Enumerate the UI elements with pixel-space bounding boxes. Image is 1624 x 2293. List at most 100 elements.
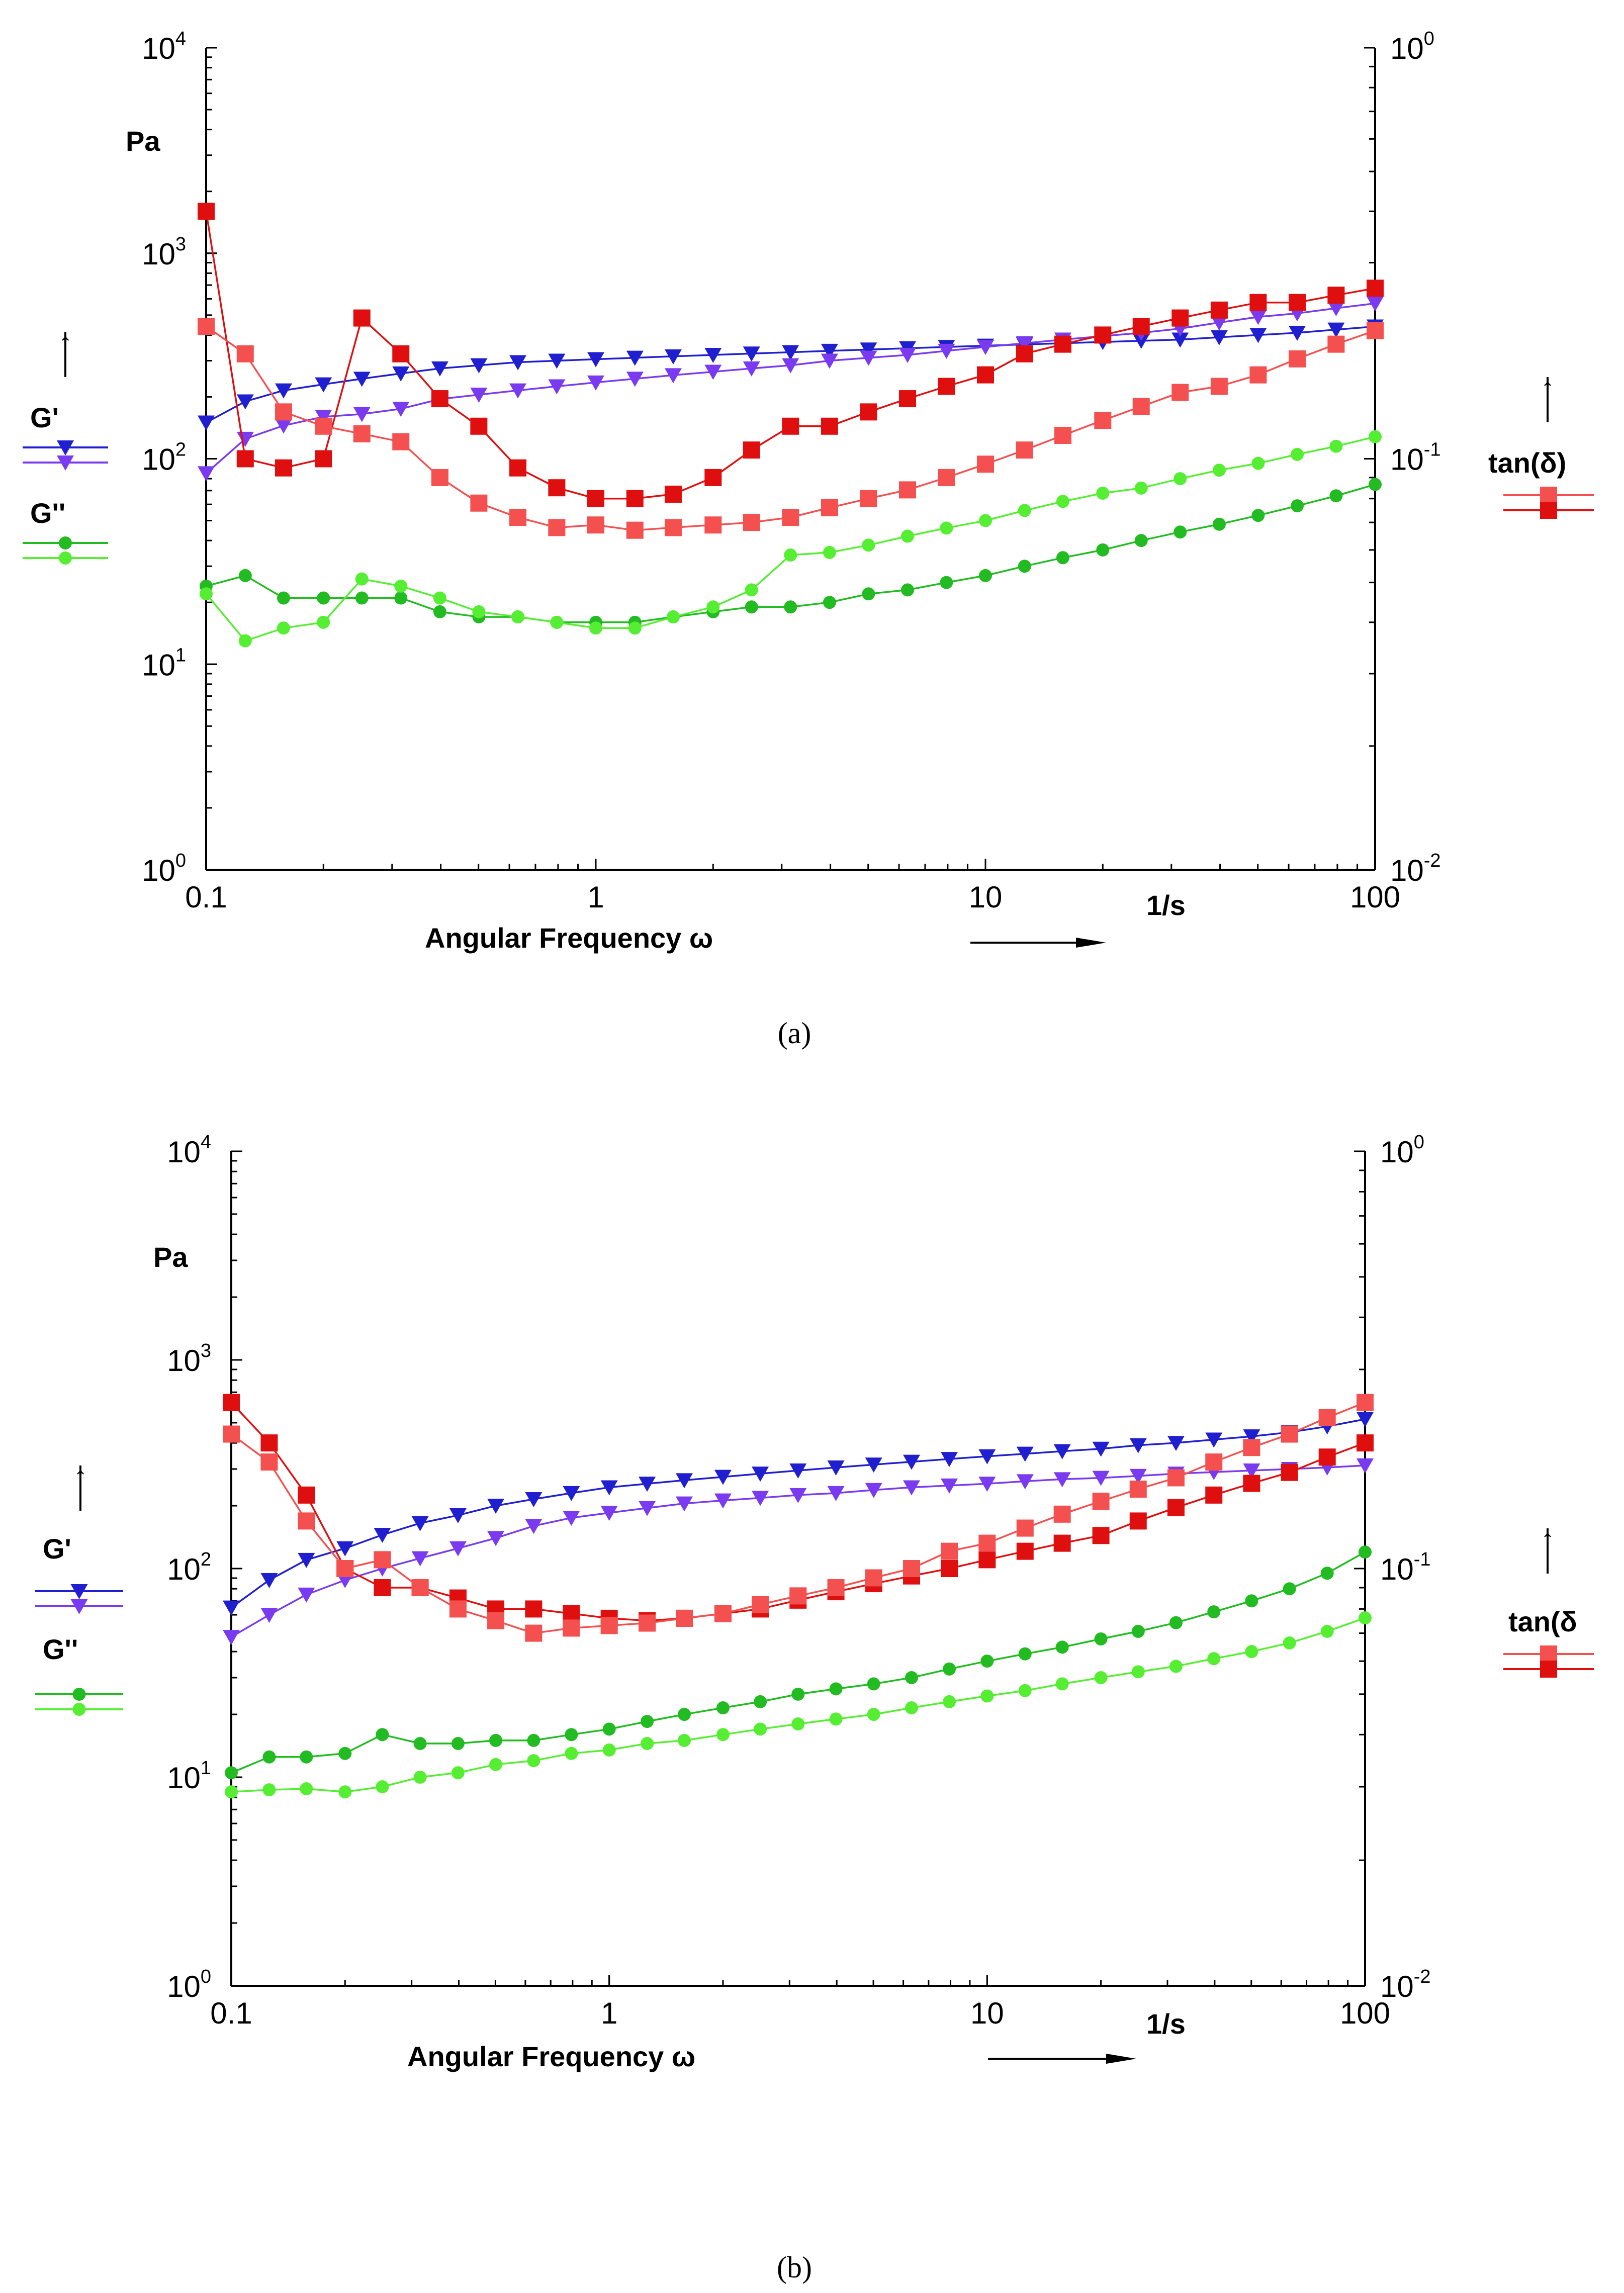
panel-a-series-3-point (706, 600, 720, 614)
panel-a-legend-gp1-marker (57, 440, 74, 455)
panel-b-series-3-point (943, 1695, 956, 1708)
panel-a-labels: Pa 1/s Angular Frequency ω G' G'' tan(δ)… (30, 125, 1566, 1050)
panel-b-series-5-point (563, 1619, 580, 1637)
panel-b-series-2-point (527, 1733, 540, 1747)
panel-a-series-5-point (236, 345, 254, 362)
panel-a-series-1-point (198, 466, 215, 482)
panel-a-series-4-point (782, 417, 799, 435)
panel-a-legend-gp2-marker (57, 455, 74, 471)
panel-b-series-4-point (260, 1434, 278, 1452)
panel-b-series-0-point (941, 1452, 958, 1467)
panel-b-series-3-point (677, 1733, 691, 1747)
panel-a-series-2-point (1134, 534, 1148, 547)
panel-b-legend-gp-label: G' (43, 1533, 71, 1565)
panel-b-series-3-point (754, 1722, 767, 1736)
panel-b-series-0-point (374, 1528, 391, 1543)
panel-a-x-tick-label: 1 (587, 880, 604, 914)
panel-a-series-5-point (664, 519, 682, 536)
panel-b-series-1-point (223, 1630, 240, 1645)
panel-a-series-3-point (1018, 504, 1031, 517)
panel-a-series-4-point (587, 490, 604, 507)
panel-a-series-0-point (1249, 328, 1267, 343)
panel-b-series-2-point (1018, 1647, 1032, 1661)
panel-b-series-4-point (525, 1600, 543, 1618)
panel-a-series-0-point (315, 377, 332, 393)
panel-a-series-2-point (745, 600, 758, 614)
panel-b-series-2-point (1094, 1632, 1108, 1645)
panel-a-series-1-point (470, 388, 488, 403)
panel-a-series-5-point (431, 469, 448, 486)
panel-b-series-5-point (789, 1587, 807, 1605)
panel-b-series-2-point (451, 1737, 465, 1751)
panel-a-left-tick-label: 101 (142, 645, 186, 682)
panel-a-x-arrow-head (1076, 938, 1106, 948)
panel-b-legend-tan2-marker (1540, 1661, 1557, 1678)
panel-a-series (198, 203, 1384, 648)
panel-b-series-3-point (338, 1785, 352, 1799)
panel-a-series-3-point (472, 605, 486, 618)
panel-a-series-2-point (784, 600, 797, 614)
panel-b-series-0-point (1016, 1446, 1034, 1462)
panel-a-series-5-point (1094, 412, 1112, 429)
panel-b-series-3-point (716, 1728, 730, 1741)
panel-a-series-4-point (626, 490, 644, 507)
panel-a-x-axis-label: Angular Frequency ω (425, 922, 713, 954)
panel-a-right-up-arrow: ↑ (1541, 372, 1555, 403)
panel-a-legend-tan-label: tan(δ) (1488, 447, 1566, 479)
panel-a-series-5-point (1054, 426, 1071, 444)
panel-b-series-5-point (1318, 1409, 1336, 1426)
panel-b-series-1-point (449, 1541, 467, 1556)
panel-b-series-0-point (865, 1457, 882, 1473)
panel-a-series-5-point (1249, 366, 1267, 384)
panel-b-series-1-point (1357, 1458, 1374, 1474)
panel-a-series-3-point (238, 634, 252, 648)
panel-b-series-0-point (487, 1499, 505, 1514)
panel-a-series-1-point (1367, 296, 1384, 312)
panel-a-series-5-point (626, 521, 644, 539)
panel-b-series-0-point (1167, 1436, 1185, 1451)
panel-a-series-3-point (394, 579, 408, 593)
panel-a-series-5-point (938, 469, 955, 486)
panel-b-series-3-point (225, 1785, 238, 1799)
panel-a-series-2-point (1251, 509, 1265, 522)
panel-a-series-5-point (198, 318, 215, 335)
panel-b-series-1-point (903, 1480, 921, 1496)
panel-b-left-tick-label: 103 (167, 1340, 211, 1378)
panel-a-series-1-point (626, 372, 644, 387)
panel-b-series-2-point (413, 1737, 427, 1751)
panel-b-series-2-point (1245, 1594, 1258, 1608)
panel-a-right-tick-label: 10-1 (1390, 439, 1441, 477)
panel-a-series-5-point (977, 455, 994, 473)
panel-b-series-1-point (865, 1483, 882, 1498)
panel-b-series-2-point (677, 1708, 691, 1721)
panel-a-x-tick-label: 100 (1350, 880, 1400, 914)
panel-b-series-5-point (600, 1617, 618, 1634)
panel-a-series-3-point (511, 610, 525, 624)
panel-b-series-0-point (563, 1486, 580, 1501)
panel-b-x-axis-label: Angular Frequency ω (407, 2041, 695, 2072)
panel-a-series-0-point (821, 343, 838, 359)
panel-a-series-4-point (315, 450, 332, 468)
panel-b-left-tick-label: 102 (167, 1549, 211, 1586)
panel-a-series-1-point (1210, 315, 1228, 331)
panel-a-series-2-point (433, 605, 446, 618)
panel-b-series-3-point (413, 1771, 427, 1784)
panel-a-series-5-point (548, 519, 566, 536)
panel-b-series-1-point (978, 1477, 996, 1492)
panel-a-series-1-point (509, 383, 527, 399)
panel-b-series-2-point (867, 1677, 880, 1691)
panel-b-series-4-point (298, 1486, 315, 1504)
panel-a-series-5-point (509, 509, 527, 526)
panel-b-series-3-point (905, 1701, 919, 1715)
panel-b-series-5-point (487, 1612, 505, 1629)
panel-b-series-0-point (260, 1573, 278, 1589)
panel-a-x-unit: 1/s (1146, 889, 1186, 921)
panel-b-series-5-point (525, 1624, 543, 1642)
panel-b-series-0-point (752, 1466, 769, 1482)
panel-b-right-up-arrow: ↑ (1541, 1523, 1555, 1554)
panel-b-series-1-point (714, 1493, 732, 1509)
panel-b-left-tick-label: 101 (167, 1758, 211, 1795)
